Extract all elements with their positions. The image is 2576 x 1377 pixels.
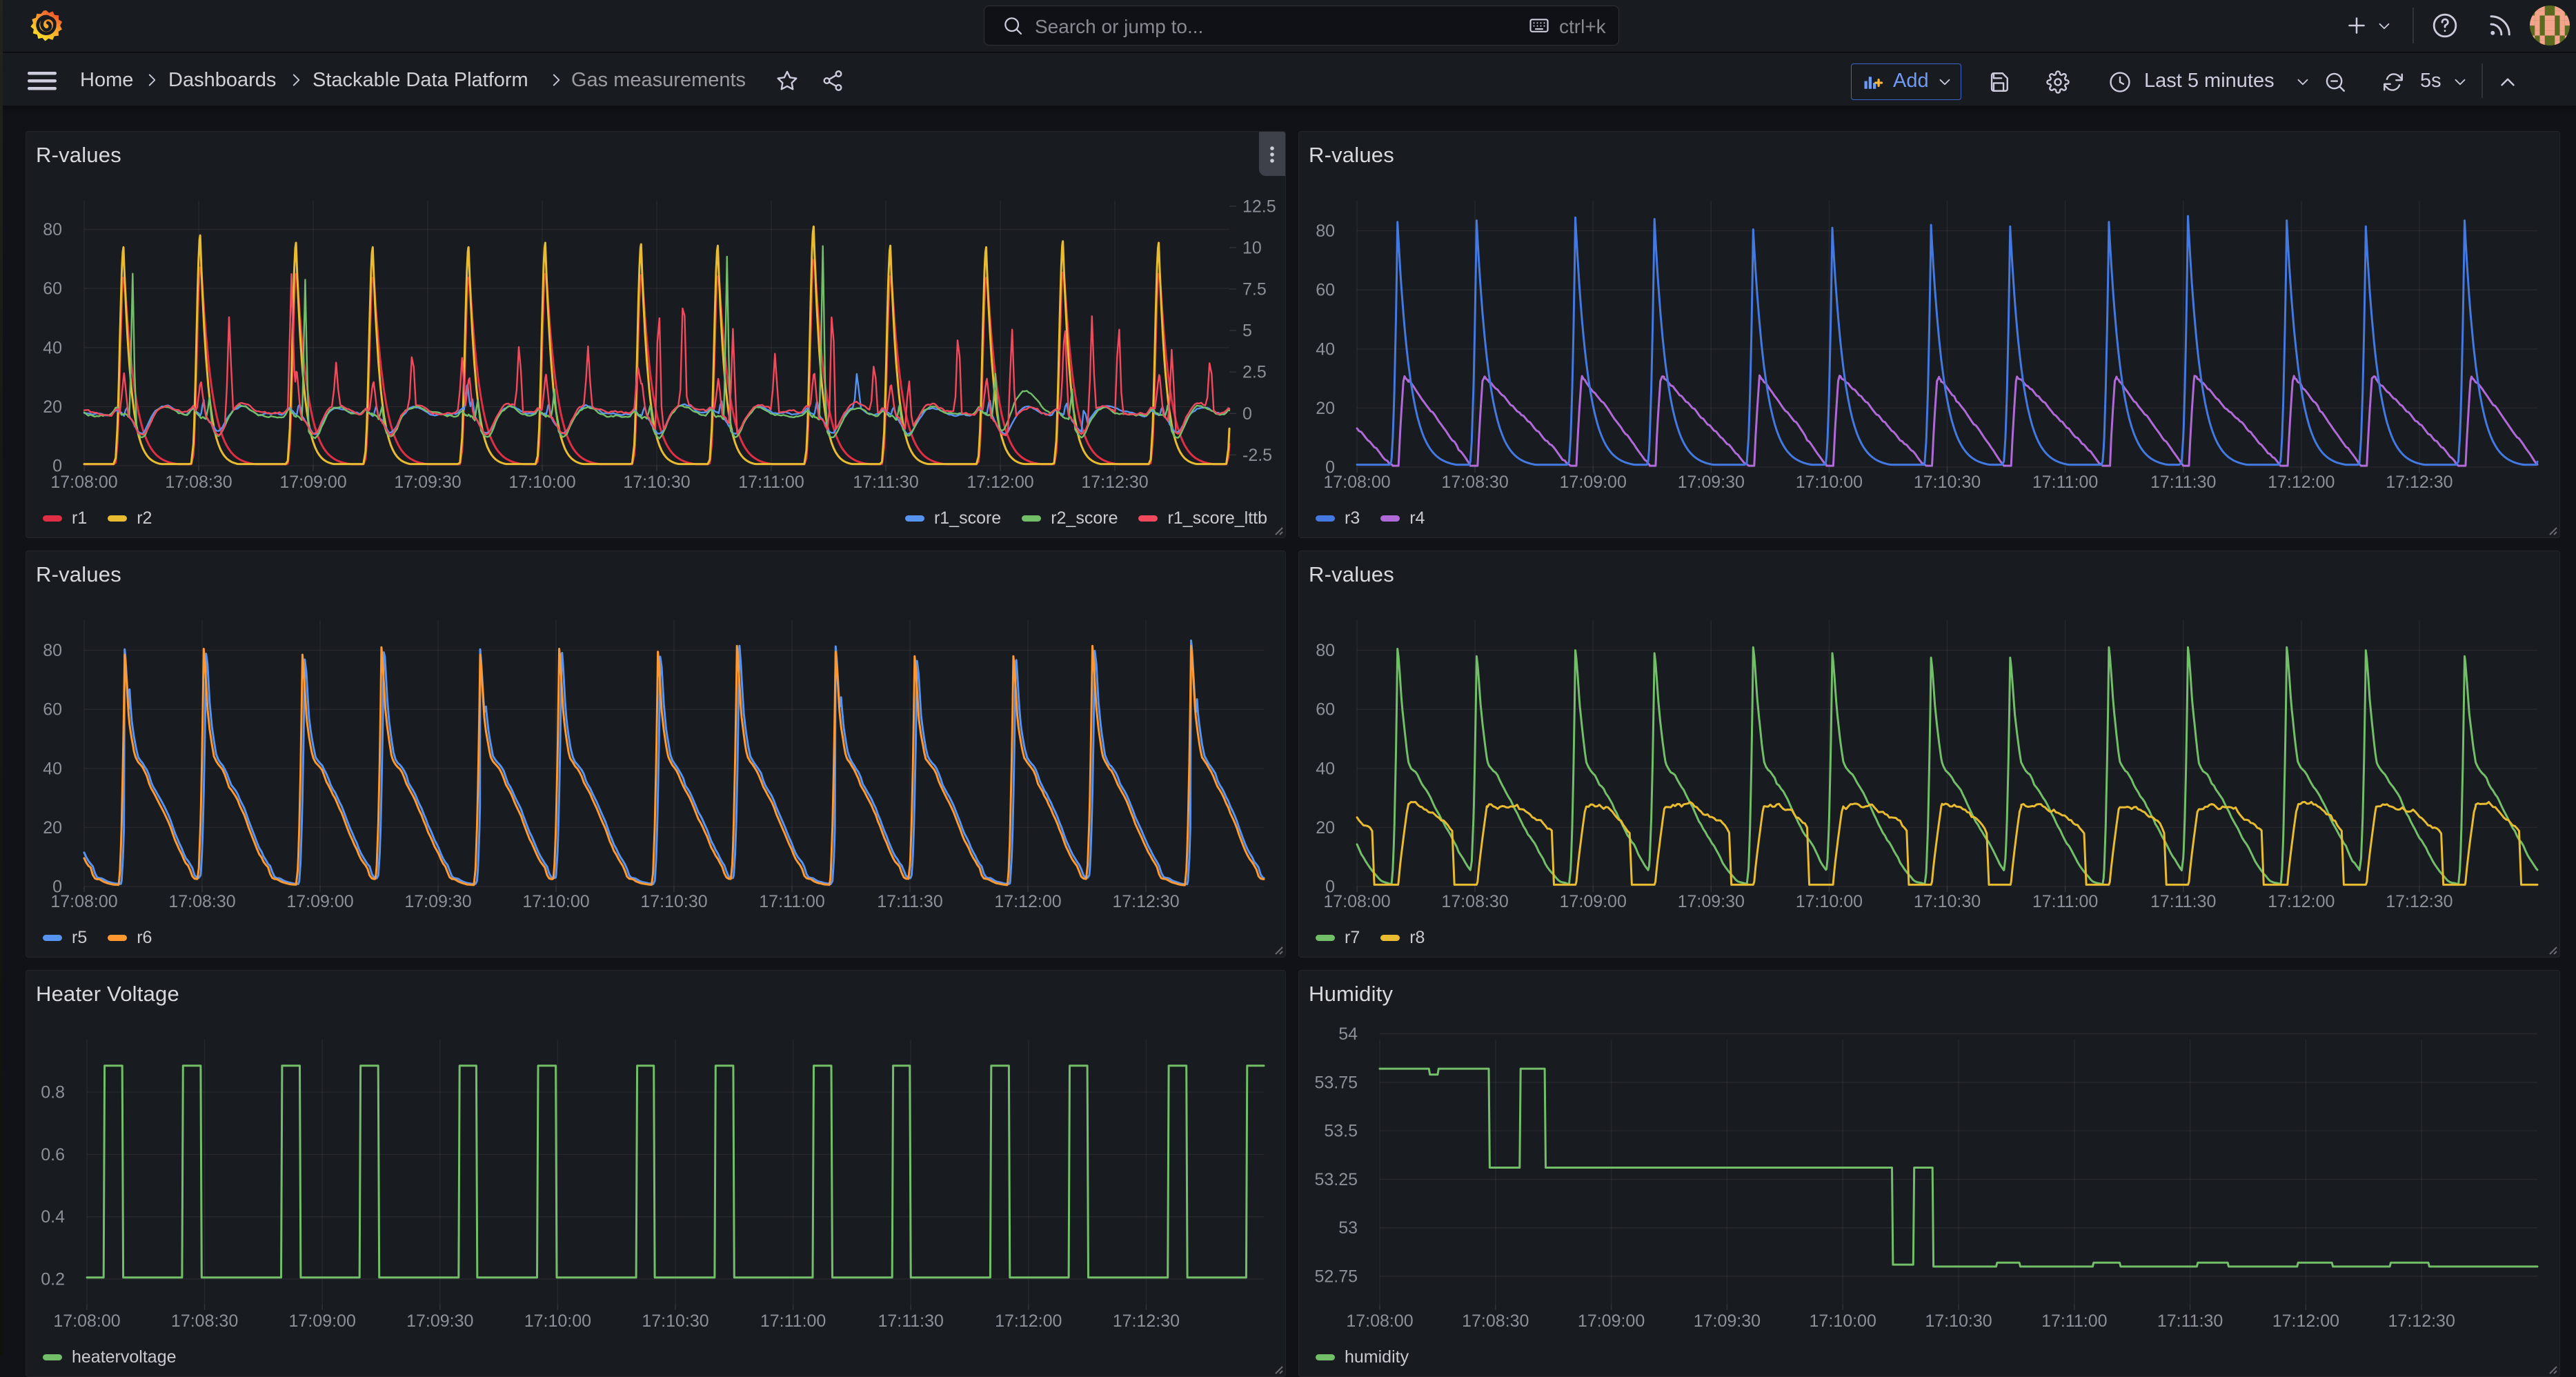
svg-text:17:10:30: 17:10:30: [1925, 1311, 1992, 1331]
svg-text:0.4: 0.4: [41, 1207, 65, 1227]
svg-text:17:11:00: 17:11:00: [760, 1311, 826, 1331]
svg-text:17:08:30: 17:08:30: [1462, 1311, 1529, 1331]
svg-text:17:11:00: 17:11:00: [2032, 892, 2098, 911]
svg-text:17:10:00: 17:10:00: [524, 1311, 591, 1331]
svg-text:60: 60: [43, 700, 62, 720]
svg-text:60: 60: [1316, 281, 1335, 300]
svg-text:17:10:30: 17:10:30: [640, 892, 707, 911]
svg-text:17:11:00: 17:11:00: [738, 473, 804, 492]
svg-text:80: 80: [43, 641, 62, 660]
svg-text:0.2: 0.2: [41, 1270, 65, 1289]
svg-text:17:12:00: 17:12:00: [967, 473, 1033, 492]
svg-text:17:09:00: 17:09:00: [279, 473, 346, 492]
svg-text:17:08:30: 17:08:30: [168, 892, 235, 911]
svg-text:17:09:30: 17:09:30: [404, 892, 471, 911]
svg-text:17:09:00: 17:09:00: [1560, 892, 1627, 911]
svg-text:17:10:30: 17:10:30: [623, 473, 690, 492]
svg-text:0.8: 0.8: [41, 1083, 65, 1102]
svg-text:52.75: 52.75: [1314, 1267, 1358, 1287]
svg-text:0: 0: [52, 878, 62, 897]
svg-text:54: 54: [1338, 1024, 1358, 1044]
svg-text:12.5: 12.5: [1242, 197, 1276, 216]
svg-text:40: 40: [43, 338, 62, 357]
svg-text:60: 60: [43, 279, 62, 299]
svg-text:17:12:30: 17:12:30: [2388, 1311, 2455, 1331]
svg-text:17:10:00: 17:10:00: [1810, 1311, 1876, 1331]
svg-text:17:08:30: 17:08:30: [1441, 473, 1508, 492]
svg-text:17:09:30: 17:09:30: [406, 1311, 473, 1331]
svg-text:17:08:30: 17:08:30: [171, 1311, 238, 1331]
svg-text:2.5: 2.5: [1242, 363, 1267, 382]
svg-text:17:09:30: 17:09:30: [1678, 473, 1745, 492]
svg-text:17:11:00: 17:11:00: [2041, 1311, 2107, 1331]
svg-text:40: 40: [1316, 339, 1335, 359]
svg-text:0: 0: [52, 457, 62, 476]
svg-text:0: 0: [1325, 458, 1335, 477]
svg-text:17:12:00: 17:12:00: [994, 892, 1061, 911]
svg-text:80: 80: [1316, 221, 1335, 241]
svg-text:20: 20: [1316, 818, 1335, 838]
svg-text:53: 53: [1338, 1218, 1358, 1238]
svg-text:40: 40: [43, 759, 62, 778]
svg-text:17:08:00: 17:08:00: [1346, 1311, 1413, 1331]
svg-text:17:10:00: 17:10:00: [522, 892, 589, 911]
svg-text:17:11:30: 17:11:30: [2150, 892, 2216, 911]
svg-text:40: 40: [1316, 759, 1335, 778]
svg-text:17:10:00: 17:10:00: [1796, 473, 1863, 492]
svg-text:80: 80: [1316, 641, 1335, 660]
svg-text:17:08:30: 17:08:30: [165, 473, 232, 492]
svg-text:53.5: 53.5: [1324, 1122, 1358, 1141]
svg-text:17:12:30: 17:12:30: [2386, 473, 2453, 492]
svg-text:53.75: 53.75: [1314, 1073, 1358, 1092]
svg-text:17:11:30: 17:11:30: [878, 1311, 943, 1331]
svg-text:17:10:00: 17:10:00: [1796, 892, 1863, 911]
svg-text:17:11:30: 17:11:30: [2157, 1311, 2223, 1331]
svg-text:17:12:00: 17:12:00: [2272, 1311, 2339, 1331]
svg-text:17:09:00: 17:09:00: [1578, 1311, 1645, 1331]
svg-text:-2.5: -2.5: [1242, 446, 1272, 465]
svg-text:17:11:30: 17:11:30: [2150, 473, 2216, 492]
svg-text:17:08:00: 17:08:00: [53, 1311, 120, 1331]
svg-text:5: 5: [1242, 321, 1252, 341]
svg-text:17:12:00: 17:12:00: [2268, 892, 2335, 911]
svg-text:53.25: 53.25: [1314, 1170, 1358, 1189]
svg-text:17:08:00: 17:08:00: [1323, 892, 1390, 911]
svg-text:0: 0: [1325, 878, 1335, 897]
svg-text:20: 20: [1316, 399, 1335, 418]
svg-text:17:08:00: 17:08:00: [50, 473, 117, 492]
svg-text:17:09:30: 17:09:30: [1678, 892, 1745, 911]
svg-text:17:11:00: 17:11:00: [759, 892, 824, 911]
svg-text:17:08:00: 17:08:00: [1323, 473, 1390, 492]
svg-text:17:12:00: 17:12:00: [2268, 473, 2335, 492]
svg-text:17:11:00: 17:11:00: [2032, 473, 2098, 492]
svg-text:17:10:00: 17:10:00: [508, 473, 575, 492]
svg-text:17:11:30: 17:11:30: [853, 473, 918, 492]
svg-text:17:08:00: 17:08:00: [50, 892, 117, 911]
svg-text:17:09:30: 17:09:30: [1694, 1311, 1761, 1331]
svg-text:60: 60: [1316, 700, 1335, 720]
svg-text:17:10:30: 17:10:30: [642, 1311, 709, 1331]
svg-text:17:12:30: 17:12:30: [2386, 892, 2453, 911]
svg-text:20: 20: [43, 818, 62, 838]
svg-text:17:12:00: 17:12:00: [995, 1311, 1062, 1331]
svg-text:0: 0: [1242, 404, 1252, 424]
svg-text:0.6: 0.6: [41, 1145, 65, 1165]
svg-text:17:10:30: 17:10:30: [1914, 892, 1981, 911]
svg-text:17:09:00: 17:09:00: [286, 892, 353, 911]
svg-text:20: 20: [43, 397, 62, 417]
svg-text:17:09:00: 17:09:00: [289, 1311, 356, 1331]
svg-text:17:08:30: 17:08:30: [1441, 892, 1508, 911]
svg-text:7.5: 7.5: [1242, 280, 1267, 299]
svg-text:17:10:30: 17:10:30: [1914, 473, 1981, 492]
svg-text:10: 10: [1242, 238, 1262, 257]
svg-text:17:09:00: 17:09:00: [1560, 473, 1627, 492]
svg-text:17:12:30: 17:12:30: [1112, 892, 1179, 911]
svg-text:80: 80: [43, 220, 62, 239]
svg-text:17:12:30: 17:12:30: [1113, 1311, 1180, 1331]
svg-text:17:09:30: 17:09:30: [394, 473, 461, 492]
svg-text:17:12:30: 17:12:30: [1081, 473, 1148, 492]
svg-text:17:11:30: 17:11:30: [877, 892, 942, 911]
